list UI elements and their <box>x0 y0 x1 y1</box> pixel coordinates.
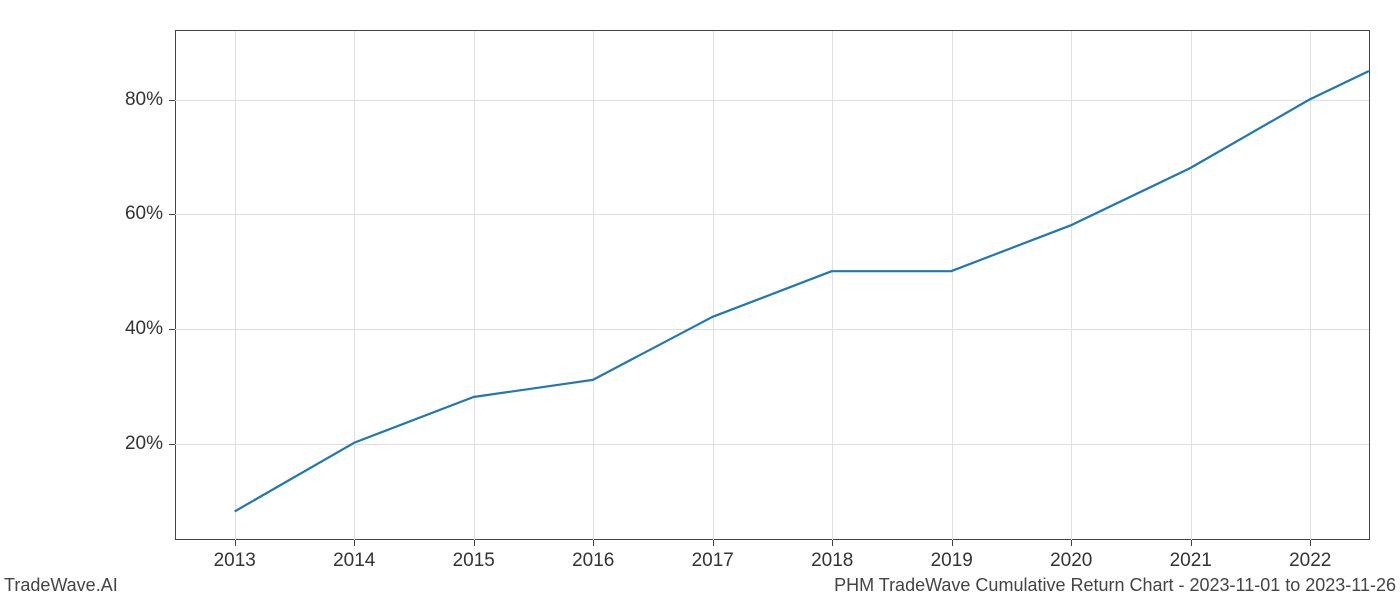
x-tick-label: 2013 <box>214 550 256 572</box>
x-tick-label: 2021 <box>1170 550 1212 572</box>
cumulative-return-line <box>235 71 1369 511</box>
y-tick <box>169 214 175 215</box>
y-tick-label: 40% <box>125 318 163 340</box>
footer-brand: TradeWave.AI <box>4 575 118 596</box>
x-tick <box>952 540 953 546</box>
x-tick-label: 2016 <box>572 550 614 572</box>
plot-box: 2013201420152016201720182019202020212022… <box>175 30 1370 540</box>
x-tick-label: 2022 <box>1289 550 1331 572</box>
x-tick <box>713 540 714 546</box>
x-tick-label: 2020 <box>1050 550 1092 572</box>
x-tick-label: 2018 <box>811 550 853 572</box>
x-tick-label: 2017 <box>692 550 734 572</box>
y-tick <box>169 100 175 101</box>
chart-plot-area: 2013201420152016201720182019202020212022… <box>175 30 1370 540</box>
y-tick <box>169 329 175 330</box>
x-tick <box>832 540 833 546</box>
x-tick <box>1071 540 1072 546</box>
x-tick <box>354 540 355 546</box>
x-tick <box>593 540 594 546</box>
x-tick <box>474 540 475 546</box>
line-series <box>175 31 1369 540</box>
x-tick <box>1191 540 1192 546</box>
footer-caption: PHM TradeWave Cumulative Return Chart - … <box>834 575 1396 596</box>
y-tick <box>169 444 175 445</box>
x-tick-label: 2015 <box>453 550 495 572</box>
y-tick-label: 20% <box>125 433 163 455</box>
y-tick-label: 80% <box>125 89 163 111</box>
y-tick-label: 60% <box>125 203 163 225</box>
x-tick <box>1310 540 1311 546</box>
x-tick <box>235 540 236 546</box>
x-tick-label: 2014 <box>333 550 375 572</box>
x-tick-label: 2019 <box>931 550 973 572</box>
